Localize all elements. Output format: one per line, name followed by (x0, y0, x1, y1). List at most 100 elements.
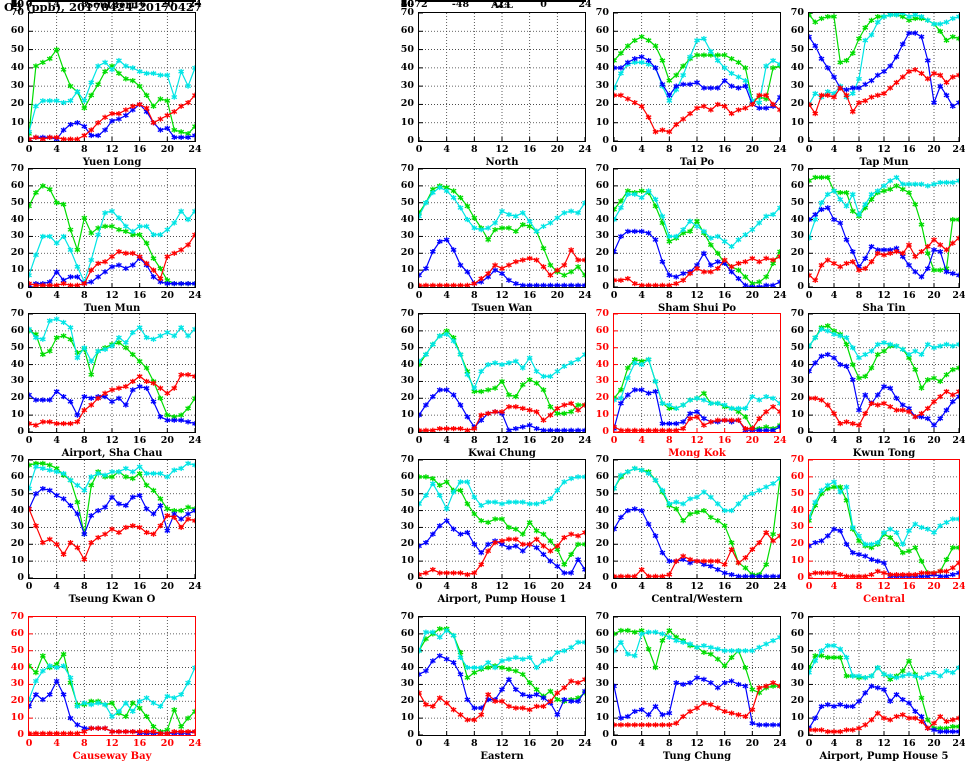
series-cyan (614, 188, 780, 249)
x-tick-label: 8 (70, 145, 98, 155)
y-tick-label: 60 (782, 181, 804, 191)
series-cyan (614, 36, 780, 105)
y-tick-label: 60 (782, 472, 804, 482)
y-tick-label: 20 (782, 539, 804, 549)
y-tick-label: 50 (782, 198, 804, 208)
x-tick-label: 24 (945, 291, 965, 301)
series-green (419, 183, 585, 278)
y-tick-label: 10 (782, 713, 804, 723)
y-tick-label: 50 (587, 198, 609, 208)
y-tick-label: 50 (392, 45, 414, 55)
x-tick-label: 16 (895, 582, 923, 592)
x-tick-label: 0 (405, 145, 433, 155)
y-tick-label: 70 (782, 309, 804, 319)
series-blue (614, 387, 780, 432)
panel-title: Airport, Sha Chau (28, 448, 196, 459)
series-green (419, 474, 585, 567)
series-green (809, 323, 959, 391)
panel-title: Airport, Pump House 5 (808, 751, 960, 762)
y-tick-label: 40 (392, 0, 414, 10)
y-tick-label: 40 (782, 506, 804, 516)
x-tick-label: 8 (460, 582, 488, 592)
y-tick-label: 40 (587, 506, 609, 516)
y-tick-label: 0 (392, 573, 414, 583)
series-red (809, 389, 959, 428)
panel-title: Tung Chung (613, 751, 781, 762)
plot-area (808, 12, 960, 142)
plot-area (613, 459, 781, 579)
plot-area (418, 168, 586, 288)
panel-title: ALL (418, 0, 586, 11)
series-green (614, 188, 780, 286)
series-red (29, 726, 195, 735)
plot-canvas (419, 460, 585, 578)
x-tick-label: 8 (460, 739, 488, 749)
x-tick-label: 0 (15, 436, 43, 446)
x-tick-label: 24 (945, 145, 965, 155)
x-tick-label: -24 (488, 0, 516, 10)
x-tick-label: 24 (766, 739, 794, 749)
plot-area (28, 12, 196, 142)
y-tick-label: 30 (392, 231, 414, 241)
y-tick-label: 10 (587, 713, 609, 723)
x-tick-label: 24 (945, 582, 965, 592)
y-tick-label: 30 (587, 522, 609, 532)
y-tick-label: 70 (392, 309, 414, 319)
x-tick-label: 8 (70, 582, 98, 592)
y-tick-label: 60 (2, 472, 24, 482)
y-tick-label: 0 (392, 427, 414, 437)
x-tick-label: 4 (820, 582, 848, 592)
y-tick-label: 10 (782, 556, 804, 566)
x-tick-label: 4 (43, 145, 71, 155)
series-red (809, 236, 959, 283)
x-tick-label: 4 (628, 145, 656, 155)
y-tick-label: 10 (587, 410, 609, 420)
x-tick-label: 24 (766, 145, 794, 155)
x-tick-label: 24 (181, 436, 209, 446)
x-tick-label: 20 (153, 145, 181, 155)
y-tick-label: 70 (392, 164, 414, 174)
y-tick-label: 20 (2, 539, 24, 549)
x-tick-label: 4 (628, 739, 656, 749)
series-red (809, 710, 959, 734)
y-tick-label: 70 (782, 612, 804, 622)
panel-title: Kwai Chung (418, 448, 586, 459)
y-tick-label: 60 (392, 26, 414, 36)
x-tick-label: 12 (488, 739, 516, 749)
x-tick-label: 20 (738, 291, 766, 301)
series-blue (419, 518, 585, 575)
series-blue (614, 54, 780, 110)
plot-canvas (29, 169, 195, 287)
y-tick-label: 30 (587, 376, 609, 386)
y-tick-label: 0 (587, 136, 609, 146)
plot-canvas (419, 13, 585, 141)
series-cyan (29, 663, 195, 719)
y-tick-label: 40 (392, 663, 414, 673)
x-tick-label: 12 (488, 145, 516, 155)
series-blue (29, 678, 195, 735)
y-tick-label: 30 (587, 679, 609, 689)
y-tick-label: 30 (782, 679, 804, 689)
series-green (809, 484, 959, 575)
series-cyan (809, 479, 959, 547)
x-tick-label: 8 (70, 739, 98, 749)
x-tick-label: 20 (543, 739, 571, 749)
y-tick-label: 10 (2, 556, 24, 566)
y-tick-label: 20 (587, 248, 609, 258)
x-tick-label: 8 (845, 739, 873, 749)
y-tick-label: 10 (587, 265, 609, 275)
x-tick-label: 8 (655, 582, 683, 592)
x-tick-label: 16 (126, 582, 154, 592)
y-tick-label: 20 (392, 539, 414, 549)
y-tick-label: 0 (392, 136, 414, 146)
y-tick-label: 30 (392, 679, 414, 689)
series-blue (419, 653, 585, 717)
x-tick-label: 4 (43, 291, 71, 301)
